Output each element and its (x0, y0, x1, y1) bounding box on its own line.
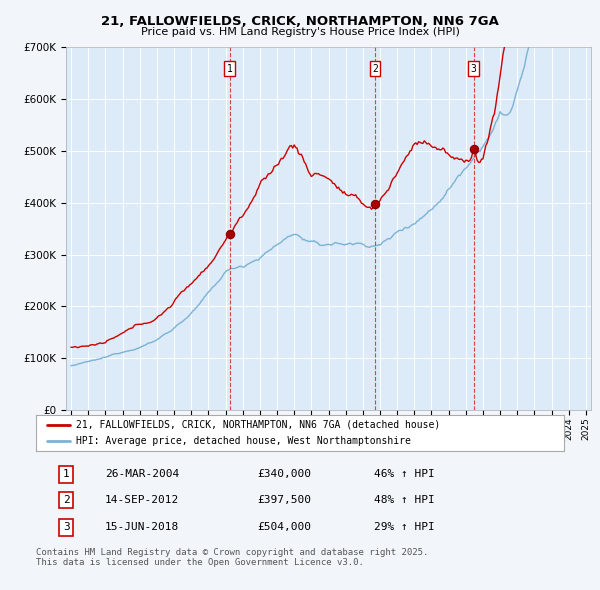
Text: HPI: Average price, detached house, West Northamptonshire: HPI: Average price, detached house, West… (76, 437, 410, 447)
Text: 15-JUN-2018: 15-JUN-2018 (104, 522, 179, 532)
Text: 3: 3 (63, 522, 70, 532)
Text: Contains HM Land Registry data © Crown copyright and database right 2025.
This d: Contains HM Land Registry data © Crown c… (36, 548, 428, 567)
Text: 46% ↑ HPI: 46% ↑ HPI (374, 470, 434, 479)
Text: Price paid vs. HM Land Registry's House Price Index (HPI): Price paid vs. HM Land Registry's House … (140, 27, 460, 37)
Text: 21, FALLOWFIELDS, CRICK, NORTHAMPTON, NN6 7GA: 21, FALLOWFIELDS, CRICK, NORTHAMPTON, NN… (101, 15, 499, 28)
Text: 2: 2 (63, 495, 70, 505)
Text: 48% ↑ HPI: 48% ↑ HPI (374, 495, 434, 505)
Text: 26-MAR-2004: 26-MAR-2004 (104, 470, 179, 479)
Text: 1: 1 (227, 64, 232, 74)
Text: 29% ↑ HPI: 29% ↑ HPI (374, 522, 434, 532)
Text: 14-SEP-2012: 14-SEP-2012 (104, 495, 179, 505)
Text: £340,000: £340,000 (258, 470, 312, 479)
Text: 2: 2 (372, 64, 378, 74)
Text: 1: 1 (63, 470, 70, 479)
Text: £397,500: £397,500 (258, 495, 312, 505)
Text: 21, FALLOWFIELDS, CRICK, NORTHAMPTON, NN6 7GA (detached house): 21, FALLOWFIELDS, CRICK, NORTHAMPTON, NN… (76, 419, 440, 430)
Text: 3: 3 (471, 64, 476, 74)
Text: £504,000: £504,000 (258, 522, 312, 532)
